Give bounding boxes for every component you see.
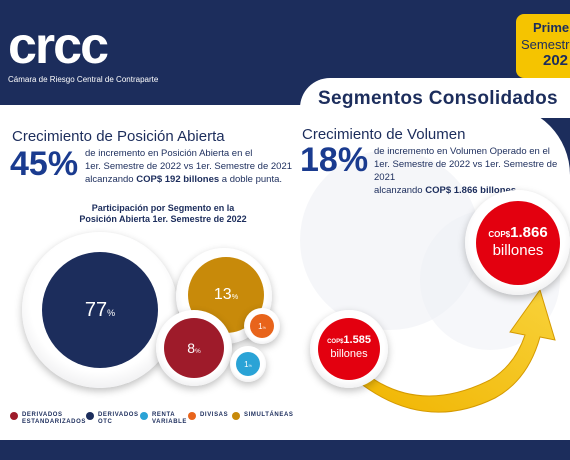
bubble-derivados-otc: 77%	[42, 252, 158, 368]
legend-item-divisas: DIVISAS	[188, 412, 228, 420]
amount-current-value: COP$1.866	[488, 224, 548, 241]
bubble-derivados-estandarizados: 8%	[164, 318, 224, 378]
open-position-desc-line3: alcanzando COP$ 192 billones a doble pun…	[85, 174, 283, 185]
badge-line3: 202	[543, 52, 569, 69]
bubble-divisas: 1%	[250, 314, 274, 338]
legend-item-estandarizados: DERIVADOS ESTANDARIZADOS	[10, 412, 86, 426]
legend-label-simultaneas: SIMULTÁNEAS	[244, 412, 294, 418]
bubble-label-renta-variable: 1%	[244, 359, 252, 369]
legend-item-renta-variable: RENTA VARIABLE	[140, 412, 187, 426]
volume-amount: COP$ 1.866 billones	[425, 185, 517, 196]
legend-swatch-otc	[86, 412, 94, 420]
badge-line1: Prime	[533, 20, 570, 35]
open-position-description: de incremento en Posición Abierta en el …	[85, 147, 300, 186]
legend-item-otc: DERIVADOS OTC	[86, 412, 139, 426]
legend-label-divisas: DIVISAS	[200, 412, 229, 418]
volume-percent: 18%	[300, 141, 369, 179]
badge-line2: Semestre	[521, 37, 570, 52]
volume-desc-line1: de incremento en Volumen Operado en el	[374, 146, 550, 157]
participation-title: Participación por Segmento en la Posició…	[58, 203, 268, 225]
semester-badge	[516, 14, 570, 78]
open-position-heading: Crecimiento de Posición Abierta	[12, 128, 225, 145]
legend-swatch-renta-variable	[140, 412, 148, 420]
section-tab	[300, 78, 570, 118]
amount-prev-circle: COP$1.585 billones	[318, 318, 380, 380]
amount-current-circle: COP$1.866 billones	[476, 201, 560, 285]
legend-label-otc: DERIVADOS OTC	[98, 412, 139, 425]
open-position-amount: COP$ 192 billones	[136, 174, 220, 185]
section-title: Segmentos Consolidados	[318, 88, 558, 109]
growth-arrow-icon	[349, 288, 556, 413]
participation-title-line1: Participación por Segmento en la	[91, 203, 235, 213]
bubble-label-estandarizados: 8%	[187, 340, 201, 356]
participation-title-line2: Posición Abierta 1er. Semestre de 2022	[79, 214, 247, 224]
volume-description: de incremento en Volumen Operado en el 1…	[374, 145, 569, 197]
amount-prev-value: COP$1.585	[327, 334, 371, 346]
legend-label-renta-variable: RENTA VARIABLE	[152, 412, 188, 425]
amount-prev-unit: billones	[330, 348, 368, 360]
open-position-desc-line1: de incremento en Posición Abierta en el	[85, 148, 253, 159]
legend-swatch-estandarizados	[10, 412, 18, 420]
footer-bar	[0, 440, 570, 460]
open-position-percent: 45%	[10, 145, 79, 183]
bubble-label-simultaneas: 13%	[213, 286, 239, 303]
logo-subtitle: Cámara de Riesgo Central de Contraparte	[8, 75, 159, 84]
legend-swatch-simultaneas	[232, 412, 240, 420]
logo: crcc	[8, 17, 109, 75]
open-position-desc-line2: 1er. Semestre de 2022 vs 1er. Semestre d…	[85, 161, 293, 172]
bubble-renta-variable: 1%	[236, 352, 260, 376]
amount-current-unit: billones	[492, 242, 544, 259]
legend-label-estandarizados: DERIVADOS ESTANDARIZADOS	[22, 412, 86, 425]
volume-desc-line2: 1er. Semestre de 2022 vs 1er. Semestre d…	[374, 159, 558, 183]
bubble-label-otc: 77%	[84, 298, 116, 321]
volume-heading: Crecimiento de Volumen	[302, 126, 466, 143]
legend-item-simultaneas: SIMULTÁNEAS	[232, 412, 294, 420]
bubble-label-divisas: 1%	[258, 321, 266, 331]
legend-swatch-divisas	[188, 412, 196, 420]
